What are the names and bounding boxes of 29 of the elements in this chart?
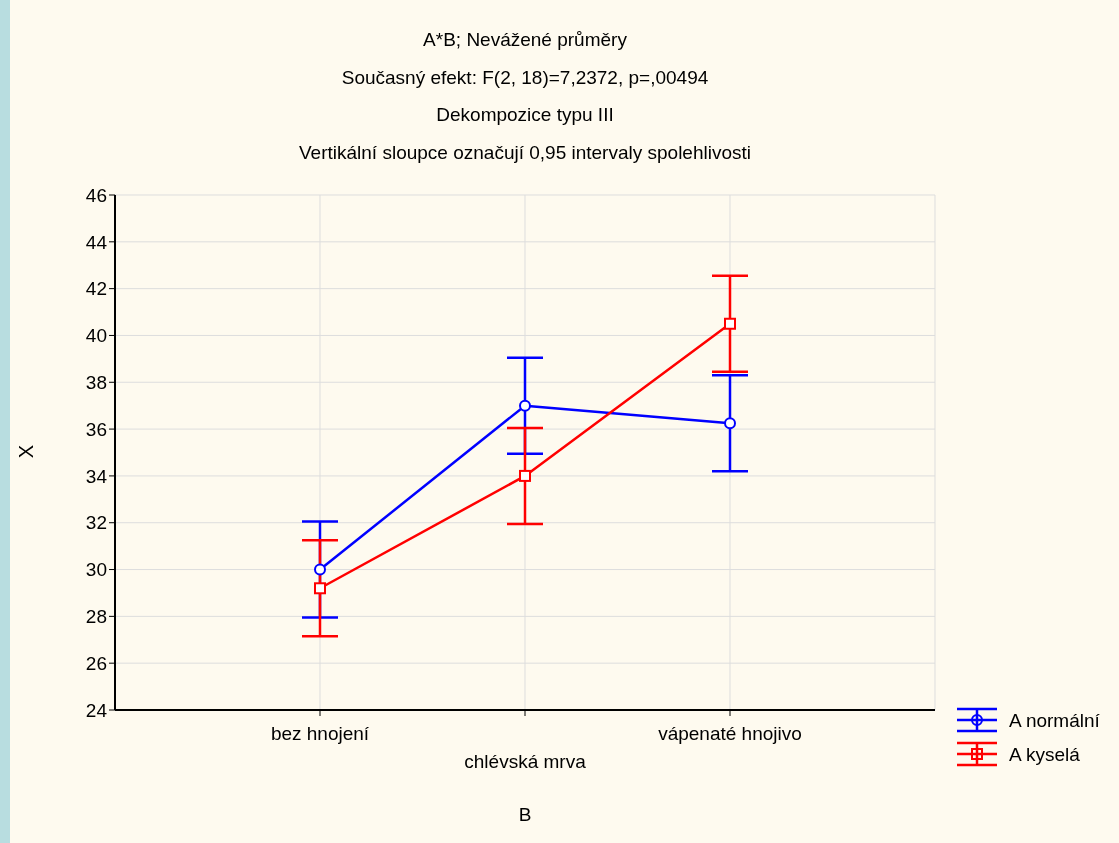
point (519, 399, 531, 412)
y-tick-label: 36 (85, 418, 107, 440)
text: Dekompozice typu III (435, 104, 615, 126)
legend-label: A normální (1009, 709, 1101, 733)
x-tick-label: chlévská mrva (464, 751, 587, 772)
y-tick-label: 30 (85, 559, 107, 581)
point (314, 563, 326, 576)
point (314, 582, 326, 595)
y-tick-label: 28 (85, 606, 107, 628)
x-axis-title: B (517, 804, 533, 826)
y-tick-label: 32 (85, 512, 107, 534)
legend-label: A kyselá (1009, 743, 1081, 767)
y-tick-label: 42 (85, 278, 107, 300)
y-tick-label: 24 (85, 699, 108, 721)
y-tick-label: 40 (85, 325, 107, 347)
x-tick-label: vápenaté hnojivo (658, 723, 802, 744)
chart-title: A*B; Nevážené průměry (422, 29, 628, 51)
y-tick-label: 38 (85, 372, 107, 394)
chart-subtitle: Současný efekt: F(2, 18)=7,2372, p=,00494 (340, 66, 710, 89)
y-tick-label: 46 (85, 184, 107, 206)
y-tick-label: 34 (85, 465, 108, 487)
y-tick-label: 44 (85, 231, 108, 253)
point (724, 417, 736, 430)
text: Vertikální sloupce označují 0,95 intervaly spolehlivosti (298, 141, 752, 164)
x-tick-label: bez hnojení (270, 723, 370, 744)
y-axis-title: X (15, 444, 39, 459)
point (724, 317, 736, 330)
y-tick-label: 26 (85, 652, 107, 674)
point (519, 469, 531, 482)
